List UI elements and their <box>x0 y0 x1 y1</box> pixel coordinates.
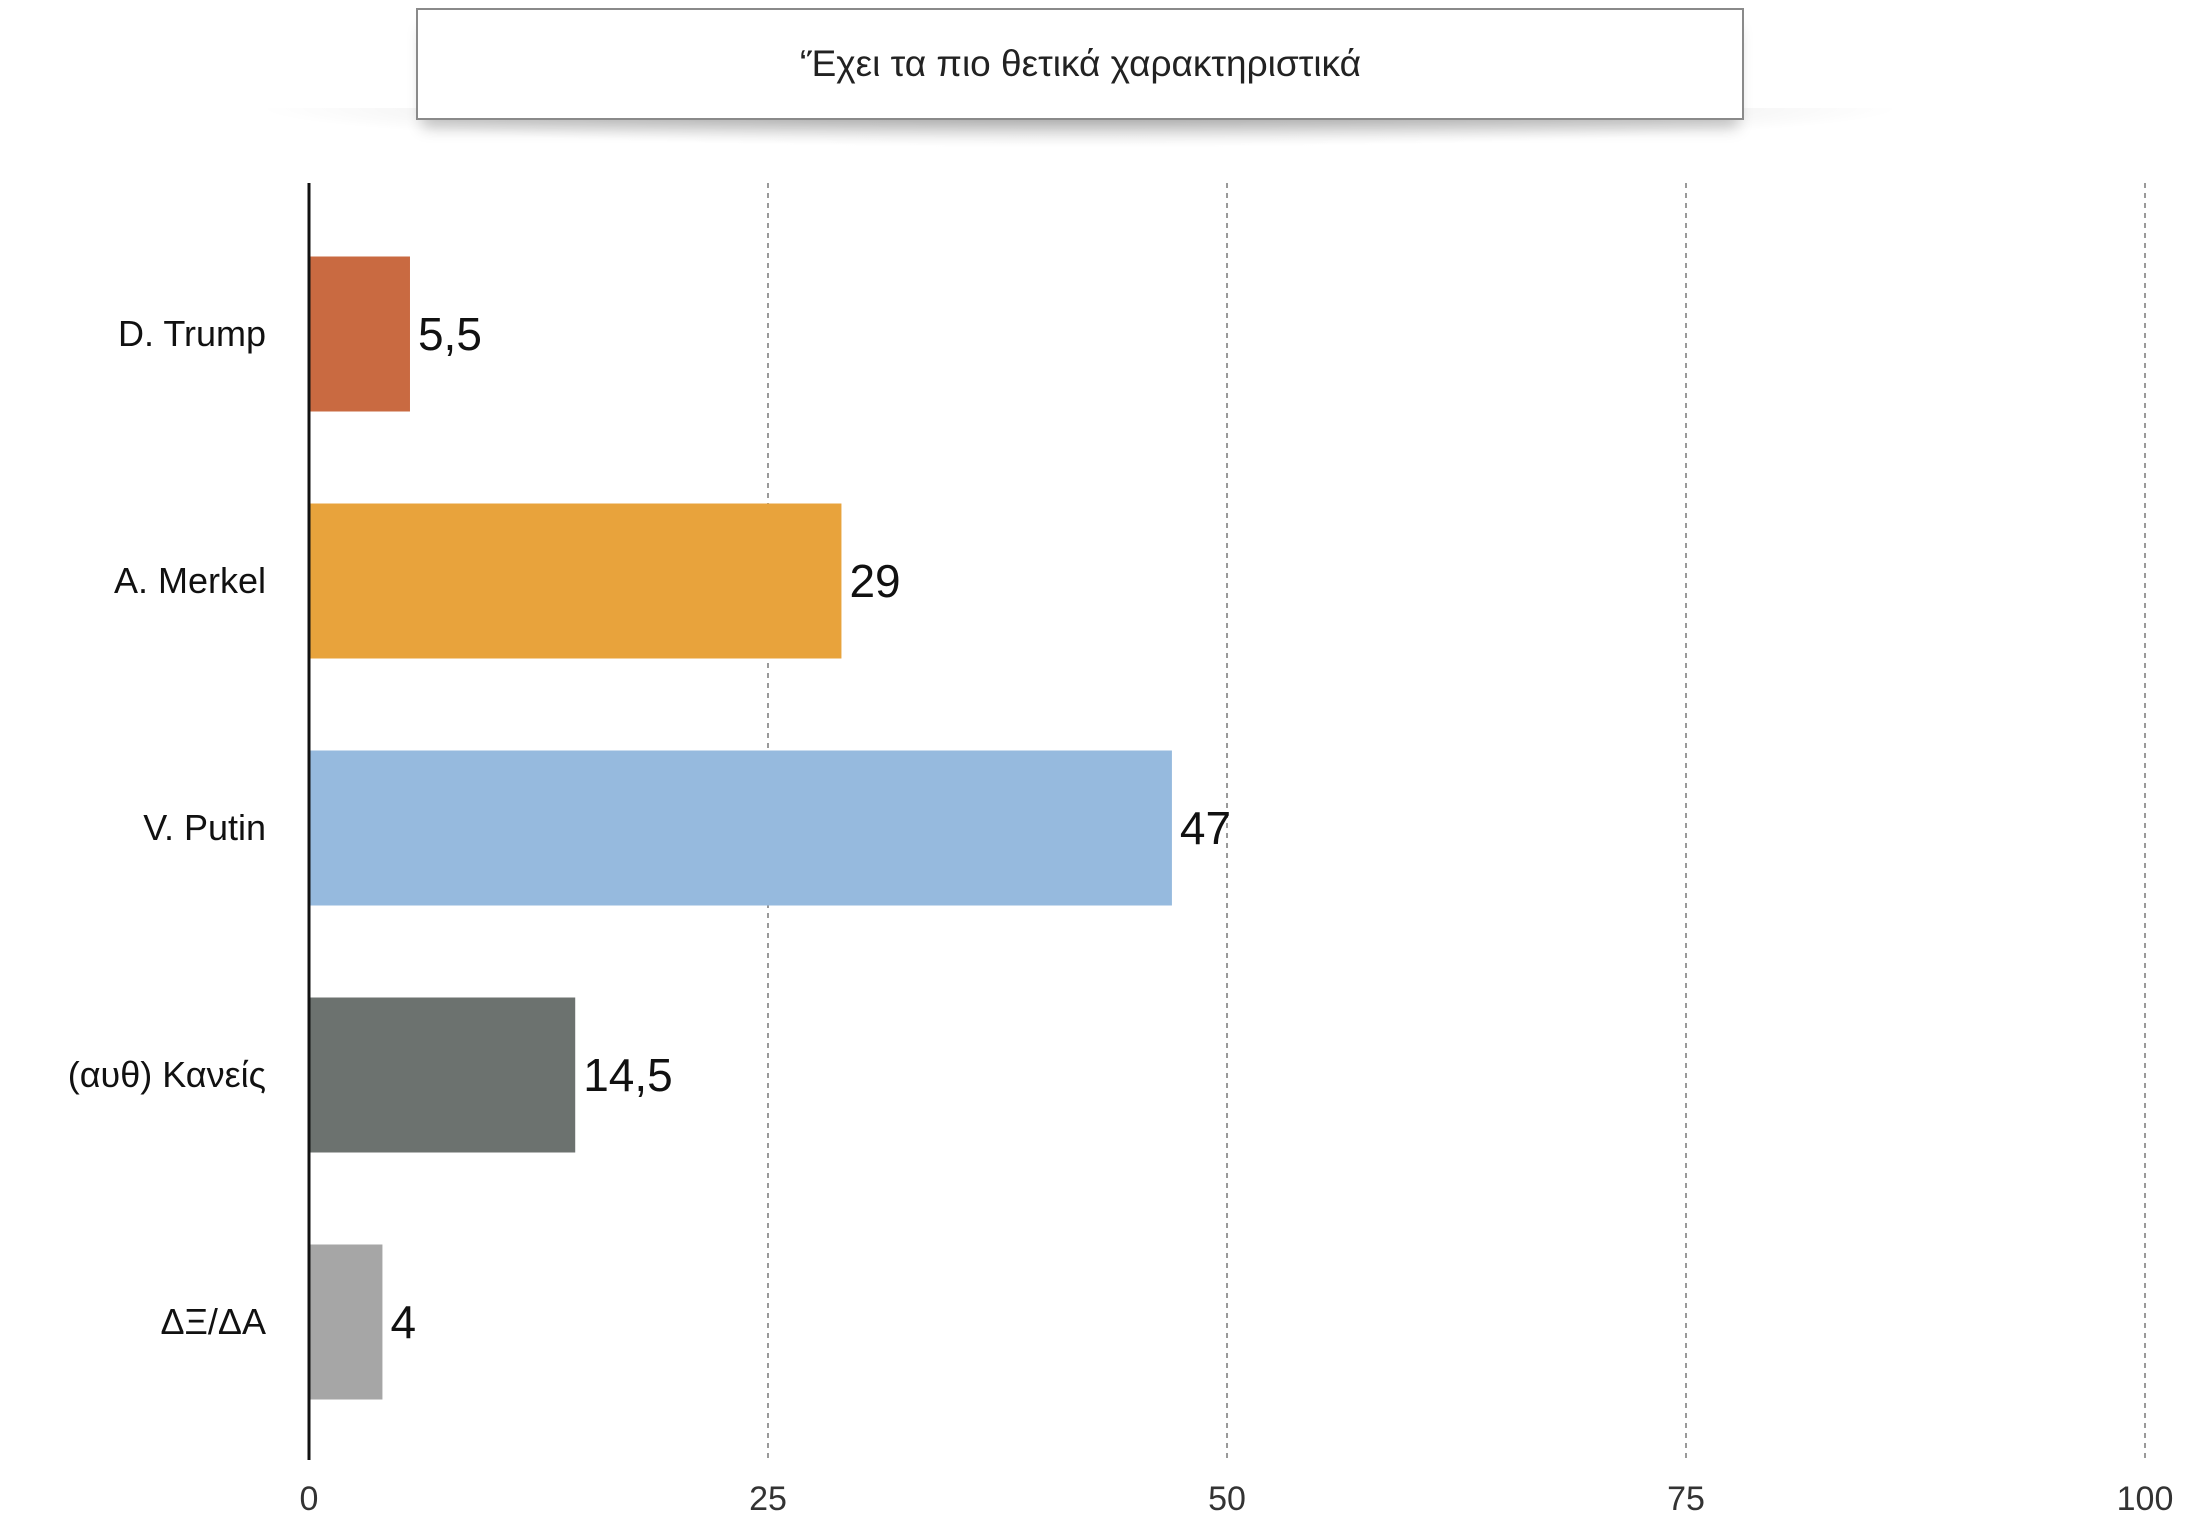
category-label: ΔΞ/ΔΑ <box>160 1301 266 1342</box>
x-tick-labels: 0 25 50 75 100 <box>300 1480 2174 1518</box>
category-labels: D. Trump A. Merkel V. Putin (αυθ) Κανείς ΔΞ/… <box>68 313 266 1342</box>
bar-3 <box>309 997 576 1153</box>
chart-title: ‘Έχει τα πιο θετικά χαρακτηριστικά <box>416 8 1744 120</box>
value-label: 29 <box>849 555 900 607</box>
bar-1 <box>309 503 842 659</box>
category-label: D. Trump <box>118 313 266 354</box>
category-label: V. Putin <box>143 807 266 848</box>
x-tick-label: 0 <box>300 1480 319 1518</box>
bar-2 <box>309 750 1172 906</box>
category-label: A. Merkel <box>114 560 266 601</box>
bar-4 <box>309 1244 383 1400</box>
bars <box>309 256 1172 1400</box>
x-tick-label: 25 <box>749 1480 787 1518</box>
value-label: 47 <box>1180 802 1231 854</box>
value-label: 14,5 <box>583 1049 673 1101</box>
value-labels: 5,5 29 47 14,5 4 <box>390 308 1231 1348</box>
value-label: 5,5 <box>418 308 482 360</box>
value-label: 4 <box>390 1296 416 1348</box>
x-tick-label: 50 <box>1208 1480 1246 1518</box>
category-label: (αυθ) Κανείς <box>68 1054 266 1095</box>
x-tick-label: 75 <box>1667 1480 1705 1518</box>
x-tick-label: 100 <box>2117 1480 2174 1518</box>
bar-0 <box>309 256 410 412</box>
grid-lines <box>767 183 2146 1460</box>
